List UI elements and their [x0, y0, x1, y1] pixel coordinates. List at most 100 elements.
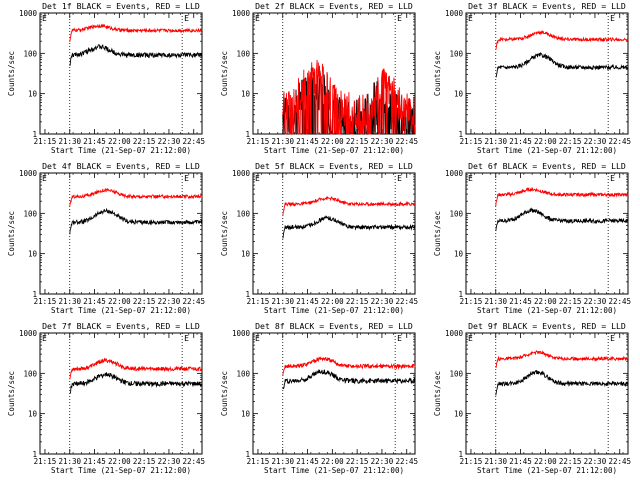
- x-tick-label: 21:30: [58, 137, 81, 146]
- panel-2: Det 2f BLACK = Events, RED = LLD 1 10 100 10…: [220, 1, 418, 155]
- lld-series-line: [282, 195, 416, 217]
- y-tick-label: 1: [245, 290, 250, 299]
- y-axis-label: Counts/sec: [220, 51, 229, 96]
- event-marker-label: E: [397, 174, 402, 183]
- x-tick-label: 22:30: [158, 457, 181, 466]
- x-tick-label: 21:15: [247, 137, 270, 146]
- x-tick-label: 22:45: [182, 297, 205, 306]
- x-tick-label: 22:45: [395, 457, 418, 466]
- panel-title: Det 5f BLACK = Events, RED = LLD: [255, 161, 413, 171]
- y-tick-label: 10: [241, 90, 251, 99]
- x-tick-label: 22:15: [346, 137, 369, 146]
- x-tick-label: 22:30: [371, 297, 394, 306]
- panel-title: Det 1f BLACK = Events, RED = LLD: [42, 1, 200, 11]
- x-tick-label: 22:30: [371, 137, 394, 146]
- lld-series-line: [69, 187, 203, 207]
- lld-series-line: [495, 30, 629, 50]
- x-tick-label: 22:15: [133, 457, 156, 466]
- x-axis-label: Start Time (21-Sep-07 21:12:00): [264, 146, 404, 155]
- y-tick-label: 1000: [232, 329, 251, 338]
- x-tick-label: 22:30: [158, 137, 181, 146]
- y-tick-label: 100: [236, 49, 250, 58]
- plot-frame: [252, 172, 416, 295]
- x-tick-label: 22:15: [346, 297, 369, 306]
- event-marker-label: E: [184, 14, 189, 23]
- y-tick-label: 10: [454, 410, 464, 419]
- panel-7: Det 7f BLACK = Events, RED = LLD 1 10 100 10…: [7, 321, 205, 475]
- panel-title: Det 8f BLACK = Events, RED = LLD: [255, 321, 413, 331]
- x-tick-label: 21:45: [296, 297, 319, 306]
- x-tick-label: 22:30: [584, 137, 607, 146]
- event-marker-label: E: [184, 334, 189, 343]
- events-series-line: [69, 44, 203, 67]
- y-tick-label: 100: [23, 369, 37, 378]
- plot-frame: [39, 172, 203, 295]
- x-tick-label: 22:00: [108, 137, 131, 146]
- x-tick-label: 22:00: [108, 297, 131, 306]
- y-tick-label: 1: [32, 290, 37, 299]
- x-tick-label: 22:00: [534, 137, 557, 146]
- plot-frame: [39, 12, 203, 135]
- lld-series-line: [282, 59, 416, 135]
- x-axis-label: Start Time (21-Sep-07 21:12:00): [477, 146, 617, 155]
- y-axis-label: Counts/sec: [433, 371, 442, 416]
- x-tick-label: 22:45: [395, 137, 418, 146]
- x-tick-label: 22:00: [321, 457, 344, 466]
- event-marker-label: E: [610, 14, 615, 23]
- event-marker-label: E: [468, 174, 473, 183]
- y-tick-label: 10: [454, 250, 464, 259]
- x-tick-label: 21:45: [296, 457, 319, 466]
- y-tick-label: 1000: [19, 169, 38, 178]
- y-axis-label: Counts/sec: [7, 371, 16, 416]
- y-axis-label: Counts/sec: [220, 211, 229, 256]
- lld-series-line: [69, 357, 203, 380]
- x-axis-label: Start Time (21-Sep-07 21:12:00): [51, 146, 191, 155]
- plot-frame: [252, 332, 416, 455]
- event-marker-label: E: [468, 334, 473, 343]
- x-axis-label: Start Time (21-Sep-07 21:12:00): [51, 466, 191, 475]
- y-tick-label: 1: [32, 130, 37, 139]
- y-tick-label: 1: [458, 130, 463, 139]
- y-tick-label: 1000: [19, 329, 38, 338]
- plot-frame: [39, 332, 203, 455]
- event-marker-label: E: [42, 334, 47, 343]
- y-tick-label: 100: [449, 49, 463, 58]
- x-tick-label: 21:15: [460, 297, 483, 306]
- panel-6: Det 6f BLACK = Events, RED = LLD 1 10 100 10…: [433, 161, 631, 315]
- panel-3: Det 3f BLACK = Events, RED = LLD 1 10 100 10…: [433, 1, 631, 155]
- y-tick-label: 100: [449, 209, 463, 218]
- x-tick-label: 21:30: [271, 297, 294, 306]
- x-tick-label: 21:15: [247, 457, 270, 466]
- x-tick-label: 22:45: [182, 457, 205, 466]
- x-tick-label: 21:30: [484, 457, 507, 466]
- y-tick-label: 10: [241, 250, 251, 259]
- x-tick-label: 22:15: [346, 457, 369, 466]
- y-tick-label: 1000: [19, 9, 38, 18]
- x-tick-label: 22:45: [182, 137, 205, 146]
- y-tick-label: 100: [236, 209, 250, 218]
- y-axis-label: Counts/sec: [433, 51, 442, 96]
- events-series-line: [495, 369, 629, 396]
- x-tick-label: 22:30: [584, 457, 607, 466]
- x-tick-label: 21:15: [34, 137, 57, 146]
- y-tick-label: 1: [458, 450, 463, 459]
- x-tick-label: 21:30: [484, 297, 507, 306]
- x-tick-label: 21:30: [271, 137, 294, 146]
- x-tick-label: 21:30: [58, 457, 81, 466]
- x-tick-label: 22:15: [559, 457, 582, 466]
- events-series-line: [495, 51, 629, 78]
- plot-frame: [465, 332, 629, 455]
- events-series-line: [282, 215, 416, 239]
- x-tick-label: 21:45: [509, 297, 532, 306]
- y-tick-label: 100: [236, 369, 250, 378]
- plot-frame: [465, 172, 629, 295]
- x-tick-label: 22:00: [321, 137, 344, 146]
- lld-series-line: [495, 186, 629, 207]
- y-axis-label: Counts/sec: [7, 211, 16, 256]
- y-tick-label: 10: [28, 410, 38, 419]
- events-series-line: [69, 207, 203, 235]
- x-tick-label: 21:45: [296, 137, 319, 146]
- event-marker-label: E: [255, 14, 260, 23]
- y-tick-label: 100: [23, 209, 37, 218]
- event-marker-label: E: [468, 14, 473, 23]
